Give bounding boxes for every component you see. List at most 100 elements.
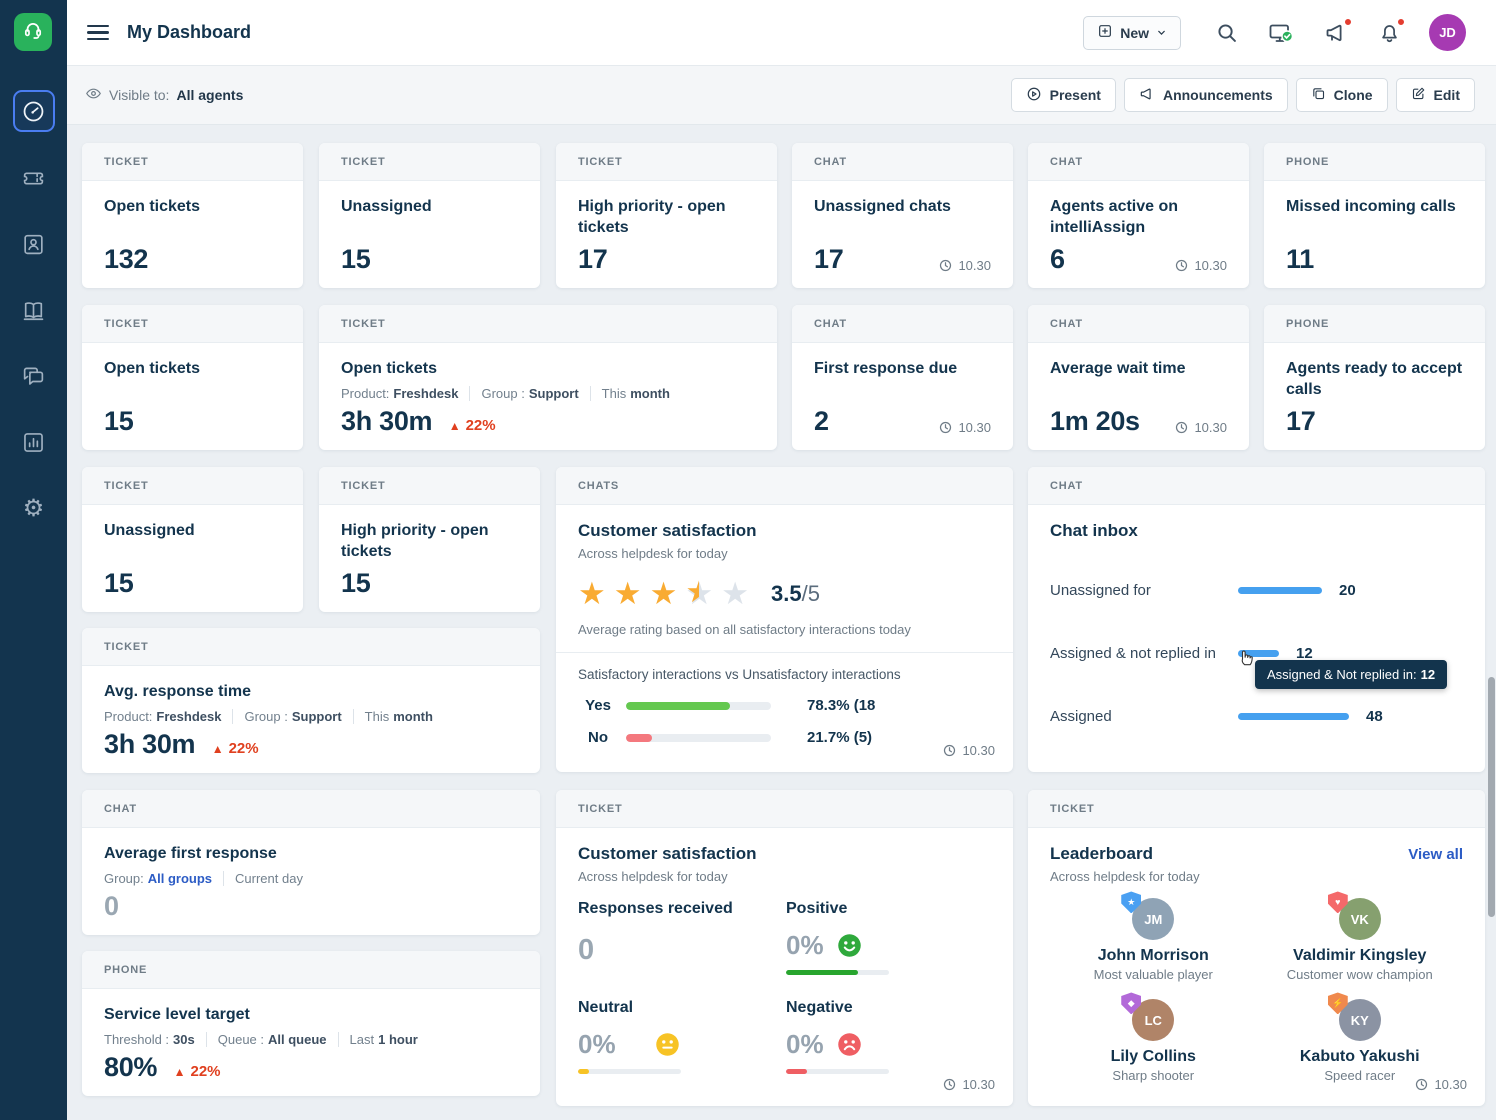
card-service-level-target: PHONE Service level target Threshold :30…: [82, 951, 540, 1096]
unassigned-for-bar[interactable]: [1238, 586, 1322, 594]
megaphone-icon: [1139, 86, 1155, 105]
page-title: My Dashboard: [127, 22, 252, 42]
last-updated: 10.30: [1414, 1077, 1467, 1092]
search-icon[interactable]: [1215, 21, 1238, 44]
sidebar-item-dashboard[interactable]: [0, 90, 67, 132]
top-bar: My Dashboard New: [67, 0, 1496, 66]
star-icon: ★: [578, 576, 606, 612]
notifications-bell-icon[interactable]: [1378, 18, 1405, 44]
card-high-priority-2: TICKET High priority - open tickets 15: [319, 467, 540, 612]
chat-inbox-row-unassigned: Unassigned for 20: [1050, 581, 1356, 599]
card-chat-inbox: CHAT Chat inbox Unassigned for 20 Assign…: [1028, 467, 1485, 772]
history-clock-icon: [944, 1078, 956, 1091]
card-open-tickets-month: TICKET Open tickets Product: Freshdesk Gr…: [319, 305, 777, 450]
assigned-bar[interactable]: [1238, 712, 1349, 720]
yes-bar[interactable]: [626, 701, 771, 710]
dashboard-toolbar: Visible to: All agents Present Announcem…: [67, 66, 1496, 125]
new-button[interactable]: New: [1083, 15, 1181, 50]
last-updated: 10.30: [1174, 258, 1227, 273]
all-groups-link[interactable]: All groups: [147, 871, 213, 887]
chat-inbox-row-assigned: Assigned 48: [1050, 707, 1383, 725]
star-icon: ★: [721, 576, 749, 612]
ticket-icon: [21, 166, 46, 191]
chevron-down-icon: [1156, 25, 1167, 41]
last-updated: 10.30: [942, 743, 995, 758]
card-unassigned-2: TICKET Unassigned 15: [82, 467, 303, 612]
book-icon: [21, 298, 46, 323]
no-bar[interactable]: [626, 733, 771, 742]
last-updated: 10.30: [938, 420, 991, 435]
card-agents-ready: PHONE Agents ready to accept calls 17: [1264, 305, 1485, 450]
triangle-up-icon: ▲: [211, 742, 224, 756]
card-category: TICKET: [104, 155, 149, 168]
edit-button[interactable]: Edit: [1395, 78, 1475, 112]
star-icon: ★: [649, 576, 678, 612]
announcements-bell-megaphone-icon[interactable]: [1324, 17, 1352, 45]
delta-up: ▲ 22%: [173, 1063, 221, 1080]
leaderboard-person: JM ★ John Morrison Most valuable player: [1050, 891, 1257, 982]
avatar: KY: [1338, 999, 1381, 1042]
sidebar-item-contacts[interactable]: [0, 232, 67, 257]
smiley-happy-icon: [836, 932, 863, 959]
last-updated: 10.30: [938, 258, 991, 273]
sidebar-item-chats[interactable]: [0, 364, 67, 389]
plus-square-icon: [1097, 23, 1113, 42]
notification-dot: [1397, 18, 1405, 26]
metric-filters: Group: All groups Current day: [104, 871, 303, 887]
present-button[interactable]: Present: [1010, 78, 1116, 112]
delta-up: ▲ 22%: [211, 740, 259, 757]
hand-cursor: [1236, 648, 1255, 674]
card-high-priority: TICKET High priority - open tickets 17: [556, 143, 777, 288]
eye-icon: [85, 85, 102, 105]
card-avg-response-time: TICKET Avg. response time Product: Freshd…: [82, 628, 540, 773]
neutral-metric: Neutral 0%: [578, 999, 786, 1075]
history-clock-icon: [944, 744, 956, 757]
negative-metric: Negative 0%: [786, 999, 991, 1075]
sidebar: ⚙: [0, 0, 67, 1120]
card-unassigned: TICKET Unassigned 15: [319, 143, 540, 288]
hamburger-menu-icon[interactable]: [87, 21, 109, 45]
history-clock-icon: [1416, 1078, 1428, 1091]
delta-up: ▲ 22%: [448, 417, 496, 434]
card-intelliassign-agents: CHAT Agents active on intelliAssign 6 10…: [1028, 143, 1249, 288]
vertical-scrollbar[interactable]: [1488, 677, 1495, 917]
edit-icon: [1411, 86, 1426, 104]
intelliassign-status-icon[interactable]: [1268, 21, 1294, 45]
clone-button[interactable]: Clone: [1295, 78, 1388, 112]
star-rating: ★★★★★★: [578, 576, 757, 612]
view-all-link[interactable]: View all: [1408, 846, 1463, 863]
triangle-up-icon: ▲: [173, 1065, 186, 1079]
sidebar-item-tickets[interactable]: [0, 166, 67, 191]
sidebar-item-solutions[interactable]: [0, 298, 67, 323]
card-avg-first-response: CHAT Average first response Group: All gr…: [82, 790, 540, 935]
sidebar-item-analytics[interactable]: [0, 430, 67, 455]
chat-inbox-row-not-replied: Assigned & not replied in 12: [1050, 644, 1313, 662]
leaderboard-person: VK ♥ Valdimir Kingsley Customer wow cham…: [1257, 891, 1464, 982]
assigned-not-replied-bar[interactable]: [1238, 649, 1279, 657]
visible-to-value: All agents: [176, 87, 244, 103]
headset-icon: [21, 18, 45, 47]
leaderboard-title: Leaderboard: [1050, 844, 1153, 863]
rating-value: 3.5/5: [770, 580, 820, 606]
card-first-response-due: CHAT First response due 2 10.30: [792, 305, 1013, 450]
card-leaderboard: TICKET Leaderboard View all Across helpd…: [1028, 790, 1485, 1106]
sidebar-item-admin[interactable]: ⚙: [0, 497, 67, 521]
gauge-icon: [21, 99, 46, 124]
card-ticket-satisfaction: TICKET Customer satisfaction Across help…: [556, 790, 1013, 1106]
history-clock-icon: [940, 421, 952, 434]
responses-received: Responses received 0: [578, 900, 733, 967]
metric-filters: Product: Freshdesk Group : Support This mon…: [104, 709, 433, 725]
chat-bubbles-icon: [21, 364, 46, 389]
freshdesk-logo[interactable]: [14, 13, 52, 51]
bar-tooltip: Assigned & Not replied in: 12: [1255, 660, 1448, 689]
announcements-button[interactable]: Announcements: [1123, 78, 1288, 112]
clone-icon: [1311, 86, 1326, 104]
history-clock-icon: [940, 259, 952, 272]
metric-filters: Product: Freshdesk Group : Support This mon…: [341, 386, 670, 402]
history-clock-icon: [1176, 421, 1188, 434]
satisfaction-yes-row: Yes 78.3% (18: [585, 697, 876, 715]
triangle-up-icon: ▲: [448, 419, 461, 433]
smiley-neutral-icon: [654, 1031, 681, 1058]
user-avatar[interactable]: JD: [1429, 14, 1466, 51]
award-badge-icon: ◆: [1121, 992, 1142, 1015]
